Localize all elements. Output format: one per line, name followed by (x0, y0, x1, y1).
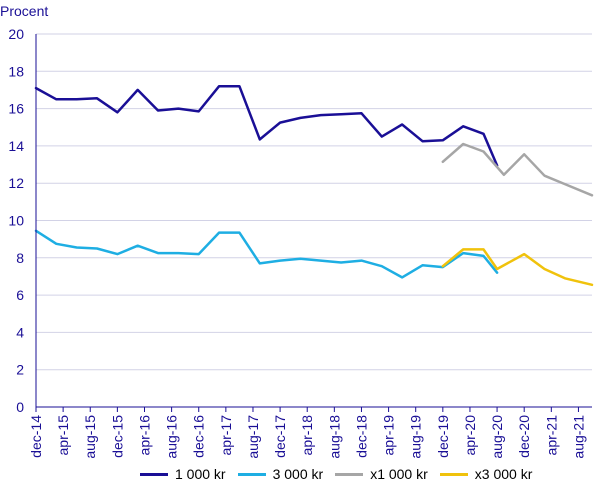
y-axis-ticks: 0 2 4 6 8 10 12 14 16 18 20 (8, 26, 24, 415)
x-tick-label: apr-20 (462, 415, 478, 456)
x-tick-label: apr-17 (218, 415, 234, 456)
legend-item-x1000: x1 000 kr (335, 466, 428, 482)
x-tick-label: apr-15 (55, 415, 71, 456)
x-tick-label: dec-16 (191, 415, 207, 458)
x-tick-label: aug-16 (164, 415, 180, 459)
legend-label: 3 000 kr (272, 466, 324, 482)
x-axis-ticks: dec-14 apr-15 aug-15 dec-15 apr-16 aug-16 dec-… (28, 407, 586, 459)
x-tick-label: dec-18 (353, 415, 369, 458)
legend-label: 1 000 kr (175, 466, 226, 482)
x-tick-label: dec-20 (516, 415, 532, 458)
x-tick-label: aug-20 (489, 415, 505, 459)
legend-swatch (439, 472, 468, 476)
y-tick-label: 20 (8, 26, 24, 42)
legend-item-3000: 3 000 kr (237, 466, 324, 482)
legend-item-1000: 1 000 kr (140, 466, 226, 482)
y-tick-label: 12 (8, 175, 24, 191)
y-tick-label: 18 (8, 63, 24, 79)
series-line-3-000-kr (34, 229, 499, 279)
y-tick-label: 16 (8, 101, 24, 117)
y-tick-label: 14 (8, 138, 24, 154)
legend: 1 000 kr 3 000 kr x1 000 kr x3 000 kr (140, 466, 544, 482)
y-tick-label: 0 (16, 399, 24, 415)
x-tick-label: apr-16 (136, 415, 152, 456)
series-lines (34, 84, 594, 287)
x-tick-label: aug-19 (408, 415, 424, 459)
legend-label: x3 000 kr (474, 466, 533, 482)
series-line-x3-000-kr (441, 248, 594, 287)
y-tick-label: 8 (16, 250, 24, 266)
legend-swatch (335, 472, 364, 476)
y-tick-label: 6 (16, 287, 24, 303)
x-tick-label: apr-19 (381, 415, 397, 456)
y-tick-label: 2 (16, 362, 24, 378)
x-tick-label: aug-15 (82, 415, 98, 459)
series-line-x1-000-kr (441, 142, 594, 197)
x-tick-label: aug-21 (570, 415, 586, 459)
x-tick-label: dec-19 (435, 415, 451, 458)
series-line-1-000-kr (34, 84, 499, 167)
y-tick-label: 10 (8, 213, 24, 229)
x-tick-label: aug-17 (245, 415, 261, 459)
x-tick-label: dec-14 (28, 415, 44, 458)
y-axis-label: Procent (0, 3, 48, 19)
x-tick-label: dec-17 (272, 415, 288, 458)
x-tick-label: apr-21 (543, 415, 559, 456)
legend-swatch (140, 472, 168, 476)
x-tick-label: apr-18 (299, 415, 315, 456)
x-tick-label: aug-18 (326, 415, 342, 459)
x-tick-label: dec-15 (109, 415, 125, 458)
grid-lines (36, 33, 592, 371)
y-tick-label: 4 (16, 324, 24, 340)
legend-label: x1 000 kr (370, 466, 428, 482)
legend-item-x3000: x3 000 kr (439, 466, 533, 482)
legend-swatch (237, 472, 266, 476)
